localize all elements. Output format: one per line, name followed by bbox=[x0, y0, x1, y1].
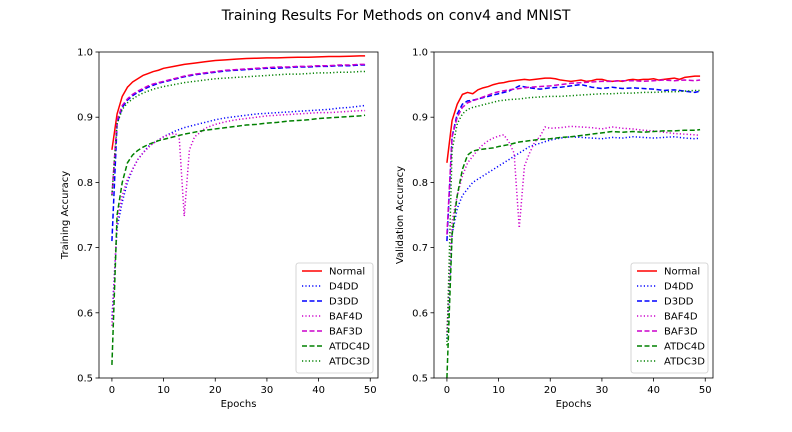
validation-accuracy-chart: 0 10 20 30 40 50 0.5 0.6 0.7 0.8 0.9 1.0 Epochs Valid… bbox=[395, 48, 714, 410]
legend-label-baf3d: BAF3D bbox=[664, 327, 698, 338]
y-tick-label: 0.8 bbox=[412, 178, 428, 189]
legend-label-d3dd: D3DD bbox=[664, 297, 694, 308]
series-line-baf3d bbox=[111, 63, 366, 196]
legend-label-baf4d: BAF4D bbox=[329, 312, 363, 323]
legend-label-baf3d: BAF3D bbox=[329, 327, 363, 338]
series-group bbox=[111, 55, 366, 365]
legend-label-baf4d: BAF4D bbox=[664, 312, 698, 323]
y-tick-label: 0.9 bbox=[412, 113, 428, 124]
legend-box bbox=[630, 262, 709, 374]
training-accuracy-chart: 0 10 20 30 40 50 0.5 0.6 0.7 0.8 0.9 1.0 Epochs Train… bbox=[60, 48, 379, 410]
x-tick-label: 10 bbox=[492, 385, 505, 396]
x-axis-label: Epochs bbox=[556, 399, 592, 410]
x-axis-label: Epochs bbox=[221, 399, 257, 410]
legend: Normal D4DD D3DD BAF4D BAF3D ATDC4D ATDC3D bbox=[630, 262, 709, 374]
x-tick-label: 10 bbox=[157, 385, 170, 396]
x-tick-label: 40 bbox=[312, 385, 325, 396]
y-tick-label: 1.0 bbox=[412, 48, 428, 59]
figure-title: Training Results For Methods on conv4 an… bbox=[221, 8, 571, 24]
legend-label-d3dd: D3DD bbox=[329, 297, 359, 308]
x-tick-label: 0 bbox=[444, 385, 450, 396]
y-tick-label: 0.6 bbox=[77, 308, 93, 319]
series-line-d4dd bbox=[446, 136, 701, 339]
legend-label-atdc4d: ATDC4D bbox=[329, 342, 370, 353]
series-line-baf3d bbox=[446, 79, 701, 235]
x-tick-label: 40 bbox=[647, 385, 660, 396]
y-tick-label: 0.6 bbox=[412, 308, 428, 319]
series-line-atdc3d bbox=[111, 70, 366, 196]
y-axis-label: Validation Accuracy bbox=[395, 166, 406, 264]
legend-label-d4dd: D4DD bbox=[664, 282, 694, 293]
legend: Normal D4DD D3DD BAF4D BAF3D ATDC4D ATDC3D bbox=[295, 262, 374, 374]
legend-label-atdc4d: ATDC4D bbox=[664, 342, 705, 353]
y-axis-label: Training Accuracy bbox=[60, 171, 71, 260]
y-tick-label: 0.9 bbox=[77, 113, 93, 124]
legend-label-normal: Normal bbox=[664, 267, 700, 278]
legend-box bbox=[295, 262, 374, 374]
legend-label-atdc3d: ATDC3D bbox=[329, 357, 370, 368]
x-tick-label: 20 bbox=[544, 385, 557, 396]
series-line-normal bbox=[446, 75, 701, 163]
series-line-atdc3d bbox=[446, 89, 701, 346]
y-tick-label: 0.7 bbox=[412, 243, 428, 254]
series-line-normal bbox=[111, 55, 366, 150]
series-line-baf4d bbox=[446, 125, 701, 333]
y-tick-label: 0.8 bbox=[77, 178, 93, 189]
x-tick-label: 20 bbox=[209, 385, 222, 396]
y-tick-label: 0.7 bbox=[77, 243, 93, 254]
legend-label-atdc3d: ATDC3D bbox=[664, 357, 705, 368]
y-tick-label: 1.0 bbox=[77, 48, 93, 59]
axes-frame bbox=[98, 51, 379, 379]
legend-label-normal: Normal bbox=[329, 267, 365, 278]
x-tick-label: 0 bbox=[109, 385, 115, 396]
x-tick-label: 50 bbox=[364, 385, 377, 396]
series-line-atdc4d bbox=[111, 114, 366, 365]
y-tick-label: 0.5 bbox=[77, 374, 93, 385]
axes-frame bbox=[433, 51, 714, 379]
x-tick-label: 50 bbox=[699, 385, 712, 396]
series-line-d3dd bbox=[446, 83, 701, 242]
y-tick-label: 0.5 bbox=[412, 374, 428, 385]
x-tick-label: 30 bbox=[596, 385, 609, 396]
x-tick-label: 30 bbox=[261, 385, 274, 396]
series-group bbox=[446, 75, 701, 378]
legend-label-d4dd: D4DD bbox=[329, 282, 359, 293]
series-line-atdc4d bbox=[446, 128, 701, 378]
